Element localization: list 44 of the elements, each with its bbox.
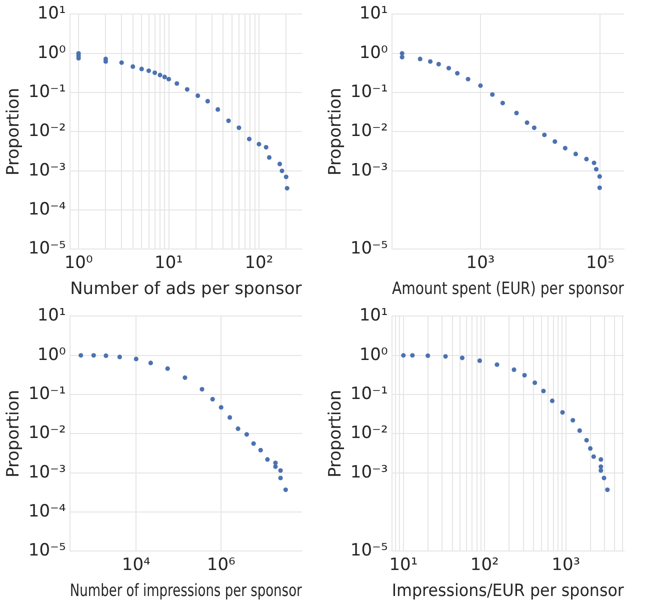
y-tick-label: 10⁻¹ [28, 82, 66, 102]
y-tick-label: 10⁻⁴ [28, 501, 66, 522]
y-tick-label: 10⁰ [359, 42, 388, 63]
x-tick-label: 10² [244, 252, 274, 273]
x-tick-label: 10² [470, 554, 499, 575]
y-tick-label: 10⁻² [350, 121, 388, 142]
y-tick-label: 10⁻⁵ [350, 238, 388, 259]
y-tick-label: 10⁻⁴ [28, 199, 66, 220]
x-axis-title: Impressions/EUR per sponsor [392, 580, 624, 600]
y-tick-label: 10¹ [359, 4, 388, 24]
y-axis-title: Proportion [4, 88, 24, 176]
y-tick-label: 10⁰ [359, 344, 388, 365]
y-tick-label: 10⁻² [28, 121, 66, 142]
y-tick-label: 10⁻² [28, 423, 66, 444]
y-axis-title: Proportion [326, 88, 346, 176]
x-axis-title: Number of impressions per sponsor [70, 580, 303, 601]
y-tick-label: 10⁻¹ [350, 384, 388, 404]
y-tick-label: 10⁻⁵ [28, 540, 66, 561]
x-axis-title: Number of ads per sponsor [70, 279, 302, 300]
y-tick-label: 10⁻³ [28, 462, 66, 482]
x-axis-title: Amount spent (EUR) per sponsor [392, 278, 624, 299]
x-tick-label: 10³ [466, 252, 495, 273]
y-tick-label: 10¹ [359, 306, 388, 326]
x-tick-label: 10¹ [389, 554, 418, 575]
x-tick-label: 10⁵ [586, 252, 614, 273]
y-tick-label: 10⁰ [37, 344, 66, 365]
y-tick-label: 10⁻² [350, 423, 388, 444]
y-tick-label: 10¹ [37, 306, 66, 326]
y-tick-label: 10⁻³ [350, 462, 388, 482]
y-tick-label: 10⁻³ [28, 160, 66, 180]
y-axis-title: Proportion [4, 390, 24, 478]
y-tick-label: 10⁻¹ [350, 82, 388, 102]
y-tick-label: 10⁰ [37, 42, 66, 63]
x-tick-label: 10¹ [154, 252, 183, 273]
x-tick-label: 10⁶ [206, 554, 236, 575]
y-tick-label: 10¹ [37, 4, 66, 24]
y-tick-label: 10⁻¹ [28, 384, 66, 404]
y-axis-title: Proportion [326, 390, 346, 478]
y-tick-label: 10⁻³ [350, 160, 388, 180]
x-tick-label: 10³ [552, 554, 580, 575]
x-tick-label: 10⁰ [64, 252, 93, 273]
y-tick-label: 10⁻⁵ [28, 238, 66, 259]
x-tick-label: 10⁴ [122, 554, 151, 575]
y-tick-label: 10⁻⁵ [350, 540, 388, 561]
